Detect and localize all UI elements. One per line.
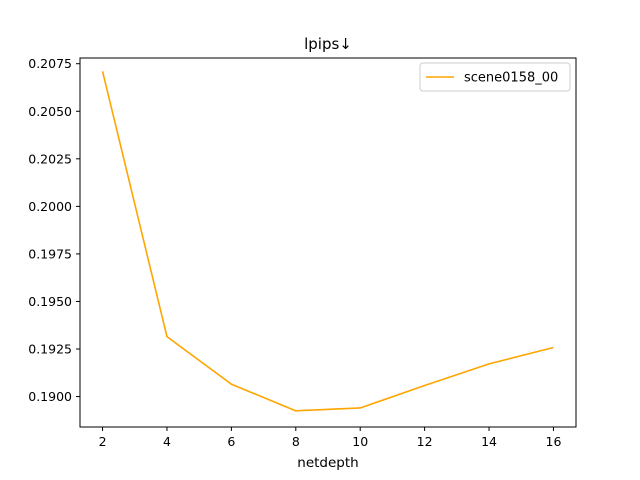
y-tick-label: 0.1900 — [28, 389, 72, 404]
y-tick-label: 0.2000 — [28, 199, 72, 214]
x-axis-title: netdepth — [297, 455, 358, 471]
legend-box — [419, 62, 571, 92]
y-tick-label: 0.1950 — [28, 294, 72, 309]
y-tick-label: 0.2050 — [28, 104, 72, 119]
x-tick-label: 12 — [417, 434, 433, 449]
legend-label-0: scene0158_00 — [464, 71, 558, 86]
x-tick-label: 14 — [481, 434, 497, 449]
x-tick-label: 6 — [227, 434, 235, 449]
y-tick-label: 0.1975 — [28, 246, 72, 261]
x-tick-label: 10 — [352, 434, 368, 449]
chart-title: lpips↓ — [304, 35, 352, 53]
x-tick-label: 2 — [99, 434, 107, 449]
series-line-0 — [101, 71, 554, 412]
y-tick-label: 0.2025 — [28, 151, 72, 166]
y-tick-label: 0.1925 — [28, 342, 72, 357]
x-tick-label: 8 — [292, 434, 300, 449]
x-tick-label: 4 — [163, 434, 171, 449]
plot-area: 2 4 6 8 10 12 14 16 0.1900 0.1925 0.1950 0.1975 0.20… — [28, 56, 577, 449]
y-tick-label: 0.2075 — [28, 56, 72, 71]
x-tick-label: 16 — [546, 434, 562, 449]
plot-frame — [79, 57, 577, 428]
